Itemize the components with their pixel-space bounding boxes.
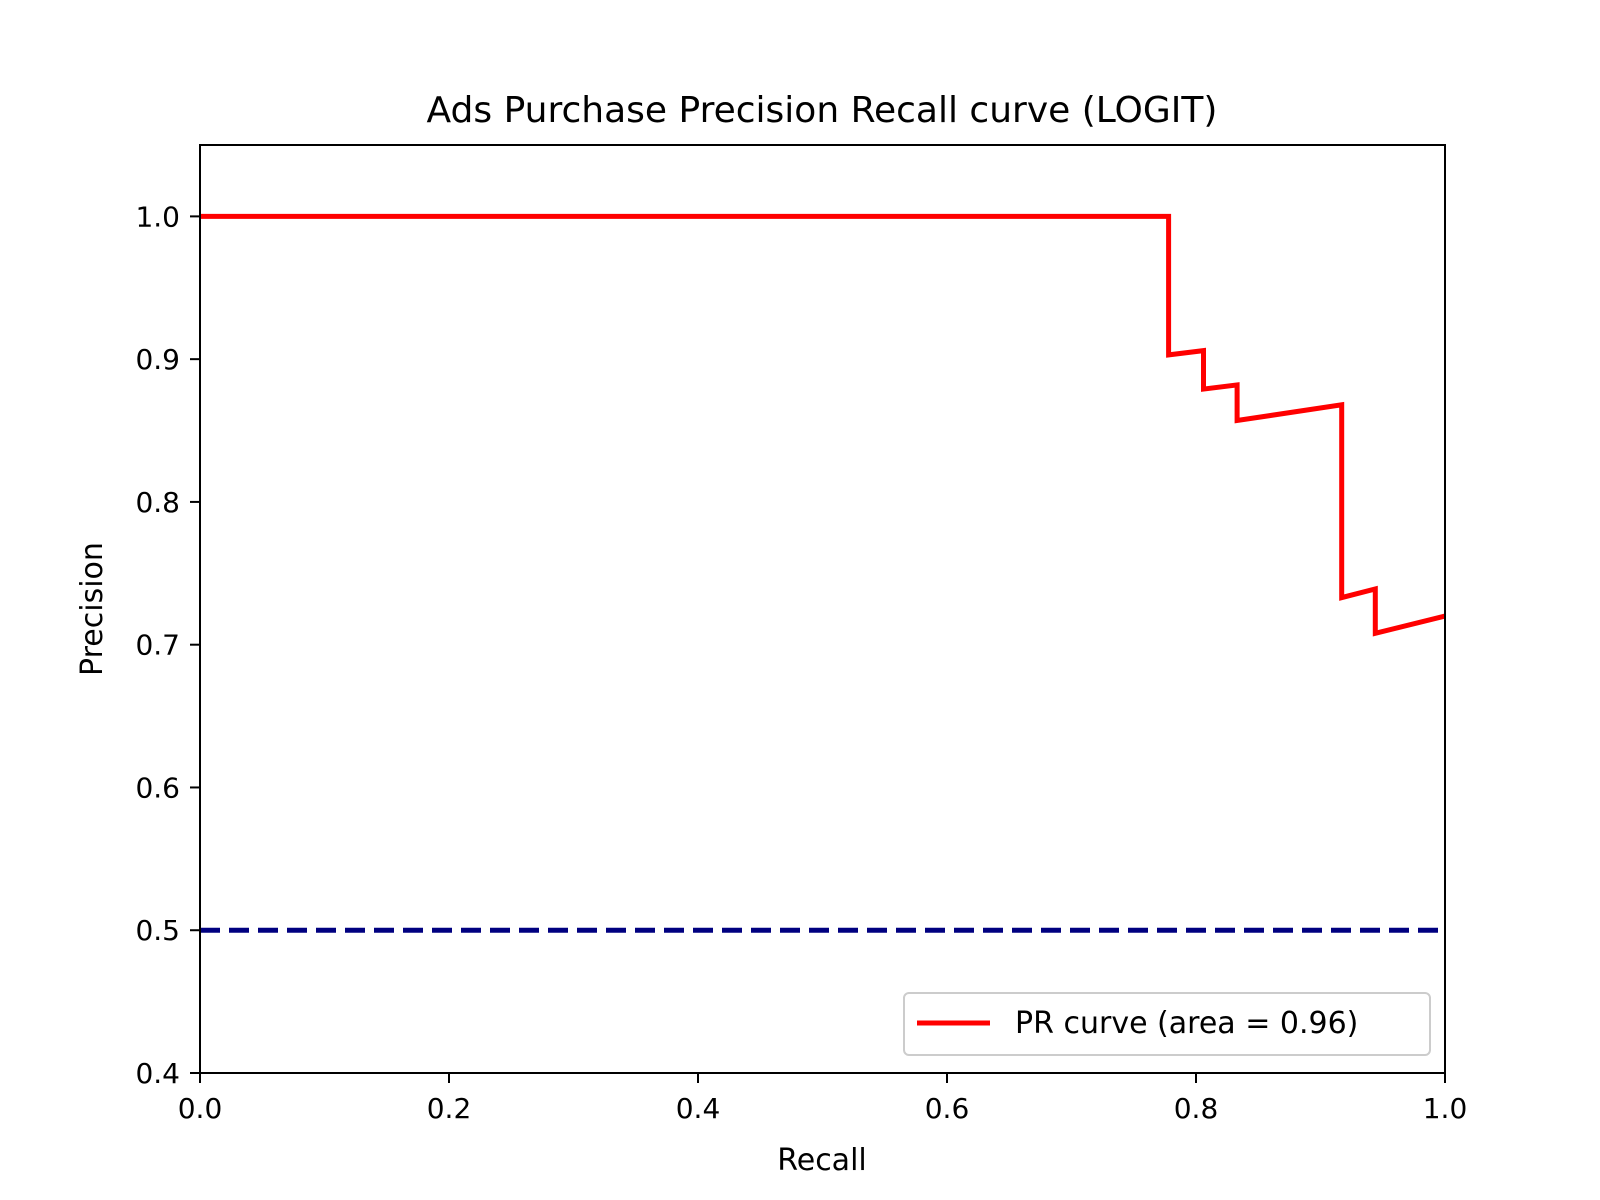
chart-title: Ads Purchase Precision Recall curve (LOG… — [427, 90, 1218, 131]
y-tick-label: 1.0 — [135, 200, 180, 233]
y-tick-label: 0.5 — [135, 914, 180, 947]
pr-curve-line — [200, 213, 1446, 637]
y-tick-label: 0.6 — [135, 771, 180, 804]
y-tick-label: 0.4 — [135, 1057, 180, 1090]
y-axis-ticks: 0.4 0.5 0.6 0.7 0.8 0.9 1.0 — [135, 200, 200, 1090]
x-tick-label: 0.2 — [427, 1092, 472, 1125]
legend: PR curve (area = 0.96) — [903, 992, 1431, 1056]
legend-entry-pr-curve: PR curve (area = 0.96) — [1015, 1006, 1358, 1041]
y-tick-label: 0.9 — [135, 343, 180, 376]
series-layer — [200, 213, 1446, 933]
x-tick-label: 0.8 — [1174, 1092, 1219, 1125]
x-tick-label: 0.0 — [178, 1092, 223, 1125]
plot-background — [200, 145, 1445, 1073]
x-tick-label: 1.0 — [1423, 1092, 1468, 1125]
legend-box — [903, 992, 1431, 1056]
plot-frame — [199, 144, 1446, 1074]
x-tick-label: 0.6 — [925, 1092, 970, 1125]
x-tick-label: 0.4 — [676, 1092, 721, 1125]
x-axis-label: Recall — [777, 1143, 867, 1178]
y-tick-label: 0.8 — [135, 486, 180, 519]
y-tick-label: 0.7 — [135, 629, 180, 662]
y-axis-label: Precision — [75, 542, 110, 676]
x-axis-ticks: 0.0 0.2 0.4 0.6 0.8 1.0 — [178, 1073, 1468, 1125]
